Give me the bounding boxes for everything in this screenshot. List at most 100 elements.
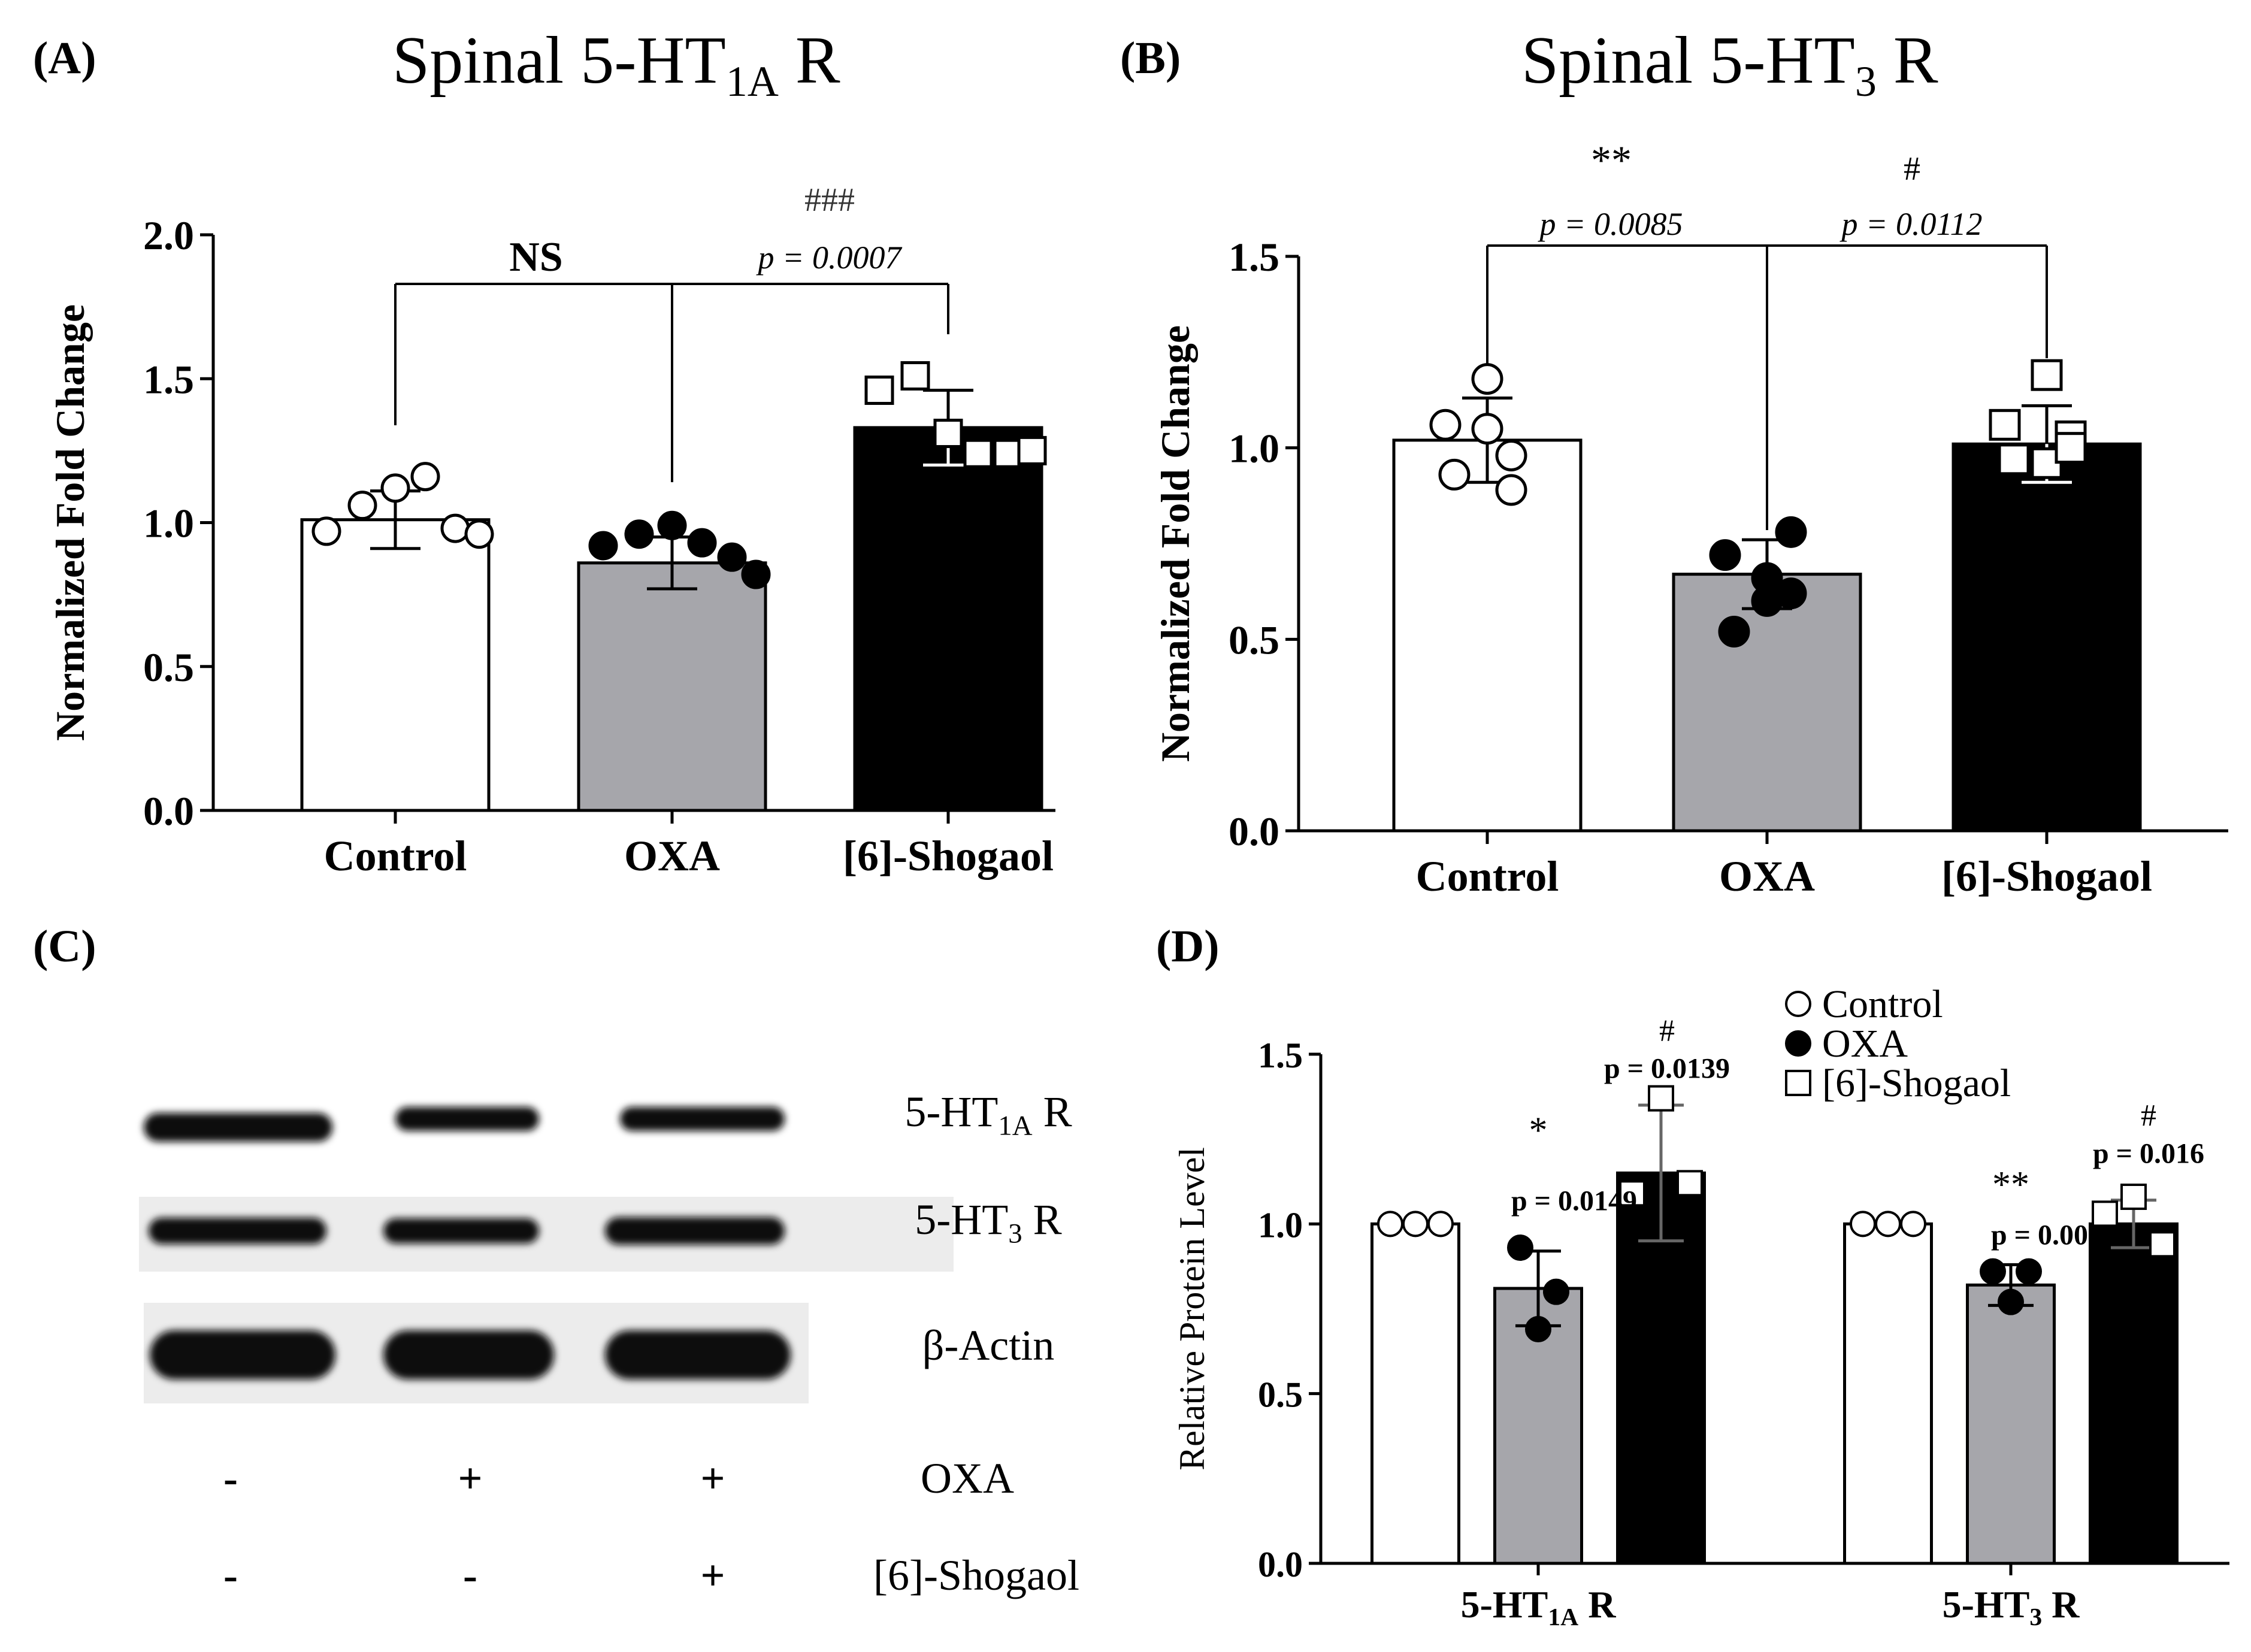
significance-symbol: # xyxy=(1659,1013,1675,1048)
data-point xyxy=(1709,539,1741,571)
data-point xyxy=(1775,577,1807,610)
data-point xyxy=(993,438,1023,468)
x-group-label: 5-HT1A R xyxy=(1461,1583,1617,1630)
legend-marker xyxy=(1785,991,1811,1017)
panel-b-title: Spinal 5-HT3 R xyxy=(1521,23,1938,105)
panel-a-title: Spinal 5-HT1A R xyxy=(392,23,840,105)
data-point xyxy=(1495,474,1527,506)
data-point xyxy=(1875,1211,1901,1238)
data-point xyxy=(2031,359,2063,391)
data-point xyxy=(2055,432,2087,464)
y-axis-label: Normalized Fold Change xyxy=(1152,325,1198,762)
x-tick-label: OXA xyxy=(1719,852,1815,900)
data-point xyxy=(2016,1258,2042,1285)
data-point xyxy=(1402,1211,1429,1238)
x-tick-label: Control xyxy=(1416,852,1559,900)
data-point xyxy=(1471,363,1503,395)
treatment-name: [6]-Shogaol xyxy=(873,1551,1079,1599)
data-point xyxy=(311,516,341,546)
y-tick-label: 0.0 xyxy=(143,788,194,834)
data-point xyxy=(963,438,993,468)
y-tick-label: 0.0 xyxy=(1229,809,1279,854)
y-tick-label: 0.5 xyxy=(1229,617,1279,662)
y-tick-label: 1.0 xyxy=(143,501,194,546)
p-value-label: p = 0.0007 xyxy=(756,240,903,276)
bar xyxy=(1952,442,2142,833)
panel-letter-b: (B) xyxy=(1120,33,1181,83)
data-point xyxy=(588,531,618,561)
panel-letter-d: (D) xyxy=(1156,921,1220,972)
bar xyxy=(1843,1222,1933,1565)
data-point xyxy=(1980,1258,2006,1285)
data-point xyxy=(900,361,930,391)
y-tick-label: 0.5 xyxy=(1258,1375,1303,1415)
blot-label: 5-HT1A R xyxy=(904,1088,1072,1141)
bar xyxy=(2089,1222,2179,1565)
treatment-sign: + xyxy=(458,1454,482,1502)
blot-label: β-Actin xyxy=(922,1321,1055,1369)
data-point xyxy=(2092,1200,2118,1227)
data-point xyxy=(1377,1211,1403,1238)
data-point xyxy=(380,473,410,503)
y-tick-label: 1.5 xyxy=(1229,234,1279,280)
significance-symbol: # xyxy=(2141,1099,2156,1133)
data-point xyxy=(687,528,717,558)
y-tick-label: 0.5 xyxy=(143,645,194,690)
significance-ns: NS xyxy=(509,234,562,280)
bar xyxy=(1392,438,1583,833)
data-point xyxy=(1619,1180,1645,1207)
significance-symbol: ### xyxy=(804,181,855,219)
treatment-name: OXA xyxy=(921,1454,1014,1502)
data-point xyxy=(1471,413,1503,445)
bar xyxy=(300,518,491,812)
data-point xyxy=(1677,1170,1703,1197)
data-point xyxy=(1427,1211,1454,1238)
data-point xyxy=(741,559,771,589)
data-point xyxy=(1438,458,1471,491)
x-tick-label: [6]-Shogaol xyxy=(1941,852,2152,900)
data-point xyxy=(1998,1288,2024,1315)
significance-symbol: # xyxy=(1904,150,1920,187)
bar xyxy=(1966,1283,2056,1565)
panel-letter-a: (A) xyxy=(33,33,96,83)
treatment-sign: + xyxy=(700,1551,725,1599)
bar xyxy=(853,426,1043,812)
p-value-label: p = 0.016 xyxy=(2093,1137,2204,1169)
data-point xyxy=(864,375,894,405)
p-value-label: p = 0.0112 xyxy=(1839,206,1983,242)
protein-band xyxy=(620,1107,785,1131)
significance-symbol: ** xyxy=(1591,137,1632,183)
treatment-sign: - xyxy=(223,1551,238,1599)
bar xyxy=(1370,1222,1460,1565)
data-point xyxy=(1429,409,1462,441)
data-point xyxy=(1900,1211,1926,1238)
protein-band xyxy=(605,1330,791,1379)
data-point xyxy=(1718,616,1750,648)
protein-band xyxy=(144,1113,332,1142)
treatment-sign: - xyxy=(463,1551,477,1599)
protein-band xyxy=(605,1217,785,1245)
protein-band xyxy=(395,1107,539,1131)
y-axis-label: Relative Protein Level xyxy=(1172,1147,1212,1471)
p-value-label: p = 0.0085 xyxy=(1538,206,1683,242)
data-point xyxy=(1850,1211,1876,1238)
p-value-label: p = 0.005 xyxy=(1991,1219,2102,1251)
p-value-label: p = 0.0139 xyxy=(1604,1053,1730,1085)
data-point xyxy=(1507,1235,1533,1261)
legend-label: [6]-Shogaol xyxy=(1822,1061,2011,1105)
data-point xyxy=(1775,516,1807,548)
treatment-sign: + xyxy=(700,1454,725,1502)
bar xyxy=(577,561,767,812)
data-point xyxy=(1543,1278,1569,1305)
p-value-label: p = 0.0149 xyxy=(1511,1185,1637,1217)
legend-label: Control xyxy=(1822,982,1943,1026)
y-tick-label: 1.0 xyxy=(1229,426,1279,471)
data-point xyxy=(464,519,494,549)
data-point xyxy=(657,510,687,540)
chart-a: 0.0 0.5 1.0 1.5 2.0 Normalized Fold Change Con… xyxy=(47,181,1055,880)
data-point xyxy=(1998,443,2030,476)
panel-letter-c: (C) xyxy=(33,921,96,972)
data-point xyxy=(933,419,963,449)
data-point xyxy=(2120,1184,2147,1210)
blot-label: 5-HT3 R xyxy=(915,1196,1061,1249)
